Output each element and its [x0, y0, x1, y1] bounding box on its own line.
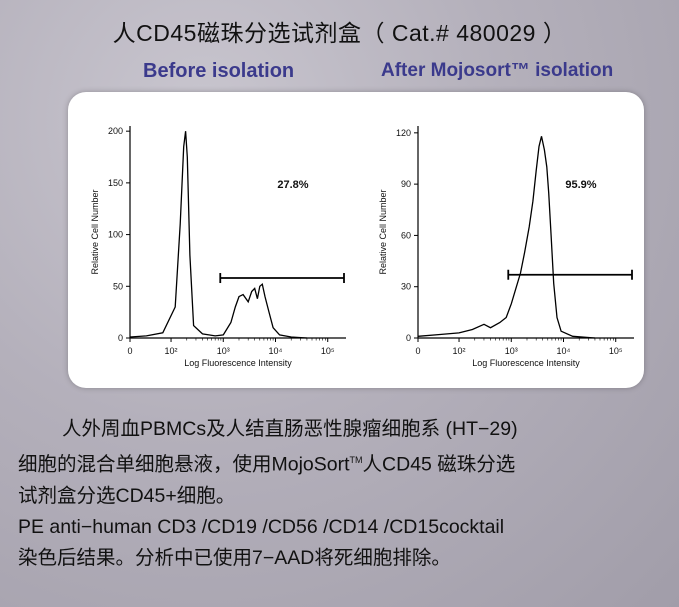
chart-card: 0 50 100 150 200 0 10² 10³ 10⁴ 10⁵ Log Fluorescenc… — [68, 92, 644, 388]
x-tick-label: 10² — [453, 346, 466, 356]
x-axis-label: Log Fluorescence Intensity — [472, 358, 580, 368]
before-isolation-histogram: 0 50 100 150 200 0 10² 10³ 10⁴ 10⁵ Log Fluorescenc… — [90, 126, 346, 368]
y-tick-label: 0 — [118, 333, 123, 343]
y-tick-label: 90 — [401, 179, 411, 189]
y-axis-label: Relative Cell Number — [378, 189, 388, 274]
y-tick-label: 30 — [401, 282, 411, 292]
after-isolation-label: After Mojosort™ isolation — [381, 60, 614, 81]
description-line-2-part-b: 人CD45 磁珠分选 — [362, 453, 516, 476]
description-line-2-part-a: 细胞的混合单细胞悬液，使用MojoSort — [18, 453, 350, 476]
x-tick-label: 0 — [415, 346, 420, 356]
y-tick-label: 60 — [401, 230, 411, 240]
y-tick-label: 200 — [108, 126, 123, 136]
y-tick-label: 0 — [406, 333, 411, 343]
x-tick-label: 10² — [165, 346, 178, 356]
histogram-line — [417, 136, 595, 339]
y-tick-label: 150 — [108, 178, 123, 188]
x-tick-label: 0 — [127, 346, 132, 356]
x-axis-label: Log Fluorescence Intensity — [184, 358, 292, 368]
trademark-mark: TM — [349, 455, 363, 465]
description-line-4: PE anti−human CD3 /CD19 /CD56 /CD14 /CD1… — [18, 515, 505, 538]
before-isolation-label: Before isolation — [143, 60, 295, 82]
gate-percentage-label: 95.9% — [565, 179, 596, 191]
y-tick-label: 120 — [396, 128, 411, 138]
after-isolation-histogram: 0 30 60 90 120 0 10² 10³ 10⁴ 10⁵ Log Fluorescence … — [378, 126, 634, 368]
description: 人外周血PBMCs及人结直肠恶性腺瘤细胞系 (HT−29) 细胞的混合单细胞悬液… — [18, 414, 668, 574]
x-tick-label: 10⁵ — [609, 346, 623, 356]
description-line-2: 细胞的混合单细胞悬液，使用MojoSortTM人CD45 磁珠分选 — [18, 445, 668, 481]
y-tick-label: 100 — [108, 230, 123, 240]
x-tick-label: 10⁵ — [321, 346, 335, 356]
histogram-line — [129, 131, 307, 339]
gate-percentage-label: 27.8% — [277, 179, 308, 191]
description-line-3: 试剂盒分选CD45+细胞。 — [18, 484, 236, 507]
x-tick-label: 10³ — [217, 346, 230, 356]
description-line-5: 染色后结果。分析中已使用7−AAD将死细胞排除。 — [18, 546, 451, 569]
x-tick-label: 10⁴ — [557, 346, 571, 356]
page-title: 人CD45磁珠分选试剂盒（ Cat.# 480029 ） — [112, 20, 567, 46]
x-tick-label: 10³ — [505, 346, 518, 356]
y-tick-label: 50 — [113, 281, 123, 291]
description-line-1: 人外周血PBMCs及人结直肠恶性腺瘤细胞系 (HT−29) — [62, 418, 518, 440]
y-axis-label: Relative Cell Number — [90, 189, 100, 274]
x-tick-label: 10⁴ — [269, 346, 283, 356]
